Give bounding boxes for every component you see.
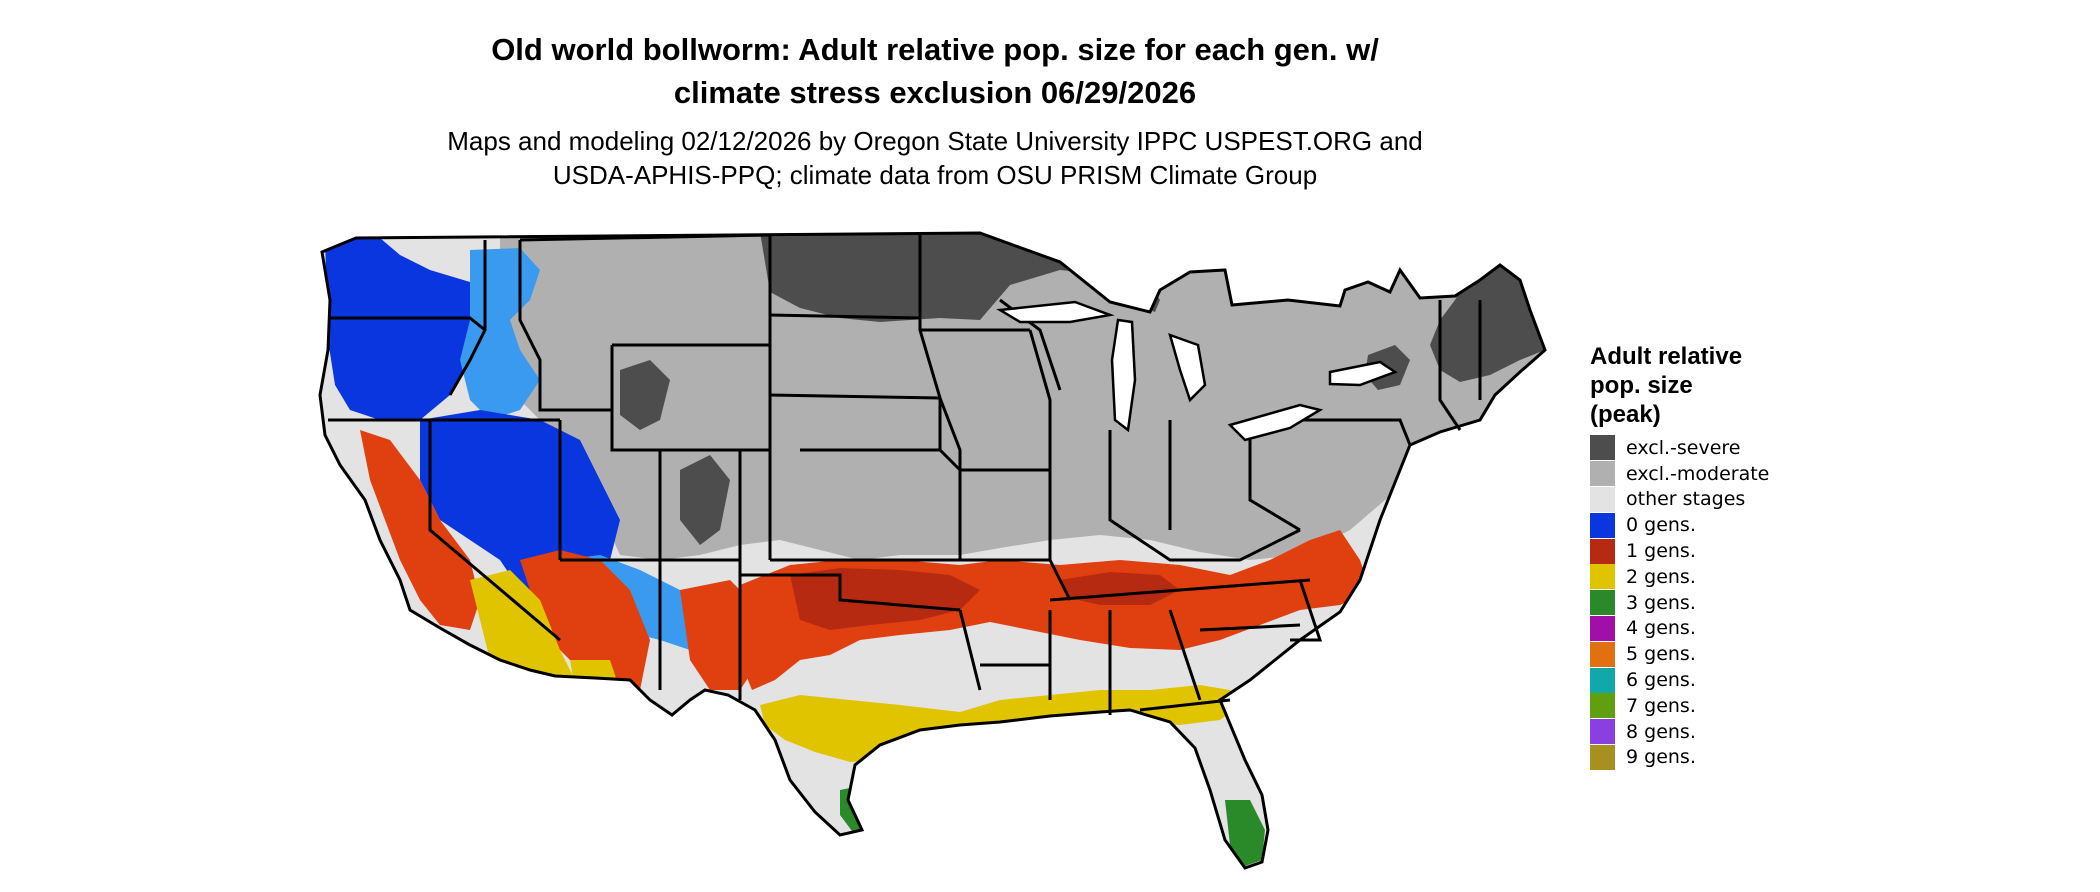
- border-ok-tx: [740, 573, 961, 612]
- border-in-oh-ky: [1108, 430, 1301, 562]
- legend-item-excl-severe: excl.-severe: [1590, 435, 1769, 461]
- legend-title: Adult relative pop. size (peak): [1590, 342, 1769, 429]
- legend-item-other-stages: other stages: [1590, 486, 1769, 513]
- border-il: [1028, 329, 1052, 560]
- border-al-ga: [1168, 609, 1202, 701]
- legend-swatch: [1590, 461, 1615, 487]
- excl-moderate-region: [500, 233, 1545, 560]
- excl-severe-rockies-2: [680, 455, 730, 545]
- legend-label: 5 gens.: [1626, 643, 1696, 666]
- title-line-1: Old world bollworm: Adult relative pop. …: [491, 32, 1379, 67]
- map-title: Old world bollworm: Adult relative pop. …: [0, 28, 1870, 114]
- border-fl-ga: [1139, 698, 1231, 712]
- legend-label: 9 gens.: [1626, 746, 1696, 769]
- legend-item-9-gens: 9 gens.: [1590, 744, 1769, 771]
- lake-michigan: [1110, 318, 1137, 433]
- subtitle-line-1: Maps and modeling 02/12/2026 by Oregon S…: [447, 126, 1423, 156]
- border-wa-id: [448, 240, 487, 396]
- legend-swatch: [1590, 538, 1615, 564]
- border-wa-or: [330, 316, 486, 332]
- gen1-dark-interior: [790, 568, 980, 630]
- subtitle-line-2: USDA-APHIS-PPQ; climate data from OSU PR…: [552, 160, 1318, 190]
- border-ia-mo: [938, 397, 962, 560]
- legend-label: 1 gens.: [1626, 540, 1696, 563]
- border-mn-west: [918, 232, 942, 450]
- lake-huron: [1168, 333, 1207, 403]
- legend-swatch: [1590, 590, 1615, 616]
- legend-swatch: [1590, 564, 1615, 590]
- legend-title-line: pop. size: [1590, 372, 1693, 399]
- border-ar: [960, 558, 1072, 601]
- lake-ontario: [1328, 360, 1398, 387]
- border-la-tx: [958, 609, 982, 691]
- border-id-mt: [518, 240, 612, 412]
- legend-swatch: [1590, 667, 1615, 693]
- gen3-south-florida: [1225, 800, 1265, 866]
- legend-label: 2 gens.: [1626, 565, 1696, 588]
- legend-title-line: Adult relative: [1590, 343, 1743, 370]
- legend-label: excl.-moderate: [1626, 462, 1770, 485]
- legend-item-4-gens: 4 gens.: [1590, 615, 1769, 642]
- legend-item-8-gens: 8 gens.: [1590, 719, 1769, 745]
- legend-item-3-gens: 3 gens.: [1590, 590, 1769, 616]
- legend-item-6-gens: 6 gens.: [1590, 667, 1769, 693]
- map-subtitle: Maps and modeling 02/12/2026 by Oregon S…: [0, 124, 1870, 192]
- legend-item-excl-moderate: excl.-moderate: [1590, 461, 1769, 487]
- map-fill-layers: [320, 233, 1545, 868]
- border-nc-sc: [1290, 579, 1323, 642]
- legend-swatch: [1590, 744, 1615, 770]
- legend-item-7-gens: 7 gens.: [1590, 693, 1769, 719]
- legend: Adult relative pop. size (peak) excl.-se…: [1590, 342, 1769, 770]
- legend-label: 4 gens.: [1626, 617, 1696, 640]
- legend-title-line: (peak): [1590, 401, 1661, 428]
- gen1-california: [360, 430, 480, 630]
- legend-item-5-gens: 5 gens.: [1590, 641, 1769, 667]
- lake-superior: [996, 300, 1115, 324]
- border-ca-nv: [428, 420, 561, 642]
- legend-swatch: [1590, 693, 1615, 719]
- lake-erie: [1227, 403, 1324, 442]
- us-map: [318, 231, 1547, 870]
- legend-swatch: [1590, 615, 1615, 641]
- excl-severe-rockies-1: [620, 360, 670, 430]
- border-oh-pa-wv: [1248, 420, 1301, 532]
- border-sd-ne: [769, 393, 941, 400]
- legend-swatch: [1590, 486, 1615, 512]
- legend-swatch: [1590, 641, 1615, 667]
- border-canada-mt: [519, 233, 771, 242]
- border-new-england: [1438, 300, 1462, 431]
- legend-label: 6 gens.: [1626, 669, 1696, 692]
- border-ga-sc: [1199, 623, 1301, 632]
- legend-label: 7 gens.: [1626, 694, 1696, 717]
- legend-label: 3 gens.: [1626, 591, 1696, 614]
- legend-item-0-gens: 0 gens.: [1590, 512, 1769, 538]
- legend-swatch: [1590, 435, 1615, 461]
- legend-swatch: [1590, 719, 1615, 745]
- legend-label: 0 gens.: [1626, 514, 1696, 537]
- excl-severe-northeast-region: [1430, 262, 1545, 382]
- legend-label: 8 gens.: [1626, 720, 1696, 743]
- border-nd-sd: [769, 313, 921, 320]
- legend-item-1-gens: 1 gens.: [1590, 538, 1769, 564]
- gen1-arizona: [520, 550, 650, 700]
- gen0-pacific-nw: [325, 238, 485, 420]
- legend-label: excl.-severe: [1626, 436, 1741, 459]
- border-tn: [1049, 578, 1311, 602]
- state-borders: [328, 232, 1482, 715]
- legend-label: other stages: [1626, 488, 1746, 511]
- legend-swatch: [1590, 512, 1615, 538]
- title-line-2: climate stress exclusion 06/29/2026: [673, 75, 1197, 110]
- great-lakes: [996, 300, 1398, 442]
- legend-item-2-gens: 2 gens.: [1590, 564, 1769, 590]
